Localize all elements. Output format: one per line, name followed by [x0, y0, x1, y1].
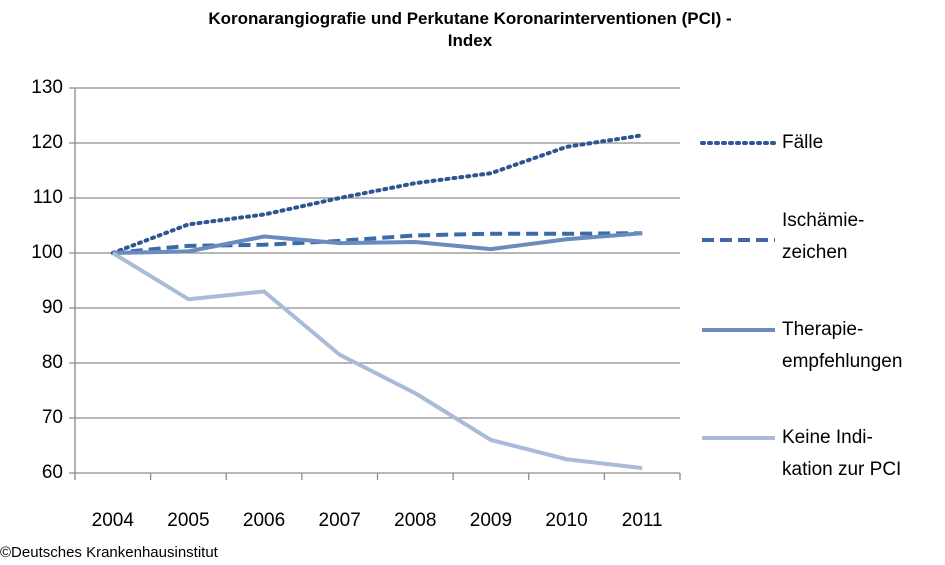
x-tick-label: 2005 [167, 510, 209, 531]
y-tick-label: 80 [42, 352, 63, 373]
chart-title: Koronarangiografie und Perkutane Koronar… [208, 9, 731, 50]
series-line [111, 251, 643, 471]
x-tick-label: 2009 [470, 510, 512, 531]
y-tick-label: 70 [42, 407, 63, 428]
x-tick-label: 2007 [319, 510, 361, 531]
y-tick-label: 110 [33, 187, 63, 208]
legend-label: Keine Indi-kation zur PCI [782, 427, 901, 480]
x-tick-label: 2004 [92, 510, 135, 531]
legend-label: Ischämie-zeichen [782, 210, 864, 263]
series-line [112, 231, 643, 255]
x-tick-label: 2006 [243, 510, 285, 531]
series-line [112, 231, 643, 255]
y-tick-label: 100 [31, 242, 63, 263]
legend-label: Fälle [782, 132, 823, 153]
y-tick-label: 130 [31, 77, 63, 98]
source-note: ©Deutsches Krankenhausinstitut [0, 544, 219, 561]
y-tick-label: 120 [31, 132, 63, 153]
series-line [110, 133, 645, 255]
x-tick-label: 2010 [545, 510, 587, 531]
x-tick-label: 2008 [394, 510, 436, 531]
y-tick-label: 90 [42, 297, 63, 318]
legend-label: Therapie-empfehlungen [782, 319, 902, 372]
x-tick-label: 2011 [622, 510, 663, 531]
y-tick-label: 60 [42, 462, 63, 483]
